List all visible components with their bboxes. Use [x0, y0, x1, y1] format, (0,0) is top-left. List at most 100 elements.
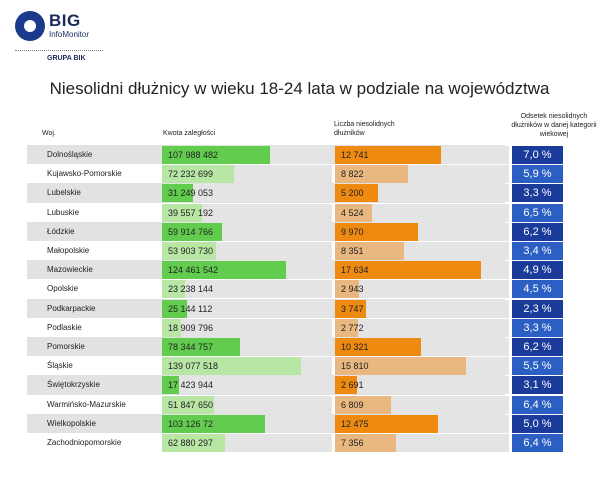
region-label: Pomorskie: [47, 342, 85, 351]
count-bar: [335, 376, 358, 395]
debt-value-label: 18 909 796: [168, 322, 214, 333]
debt-value-label: 62 880 297: [168, 438, 214, 448]
debt-bar: [162, 184, 194, 203]
logo-name: BIG: [49, 11, 81, 30]
region-label: Śląskie: [47, 361, 73, 371]
logo-subtitle: InfoMonitor: [49, 30, 90, 39]
debt-bar: [162, 222, 222, 241]
logo-divider: [15, 50, 103, 51]
count-value-label: 4 524: [341, 207, 364, 218]
debt-bar: [162, 299, 188, 318]
share-value-label: 6,5 %: [512, 203, 563, 222]
debt-value-label: 53 903 730: [168, 246, 214, 256]
debt-value-label: 31 249 053: [168, 188, 214, 199]
share-value-label: 6,4 %: [512, 395, 563, 414]
debt-value-label: 23 238 144: [168, 284, 214, 295]
count-bar-track: [335, 280, 509, 299]
region-label: Lubuskie: [47, 207, 80, 217]
share-value-label: 6,4 %: [512, 434, 563, 452]
header-region: Woj.: [42, 130, 56, 137]
header-count: Liczba niesolidnych dłużników: [334, 121, 395, 137]
region-label: Opolskie: [47, 284, 79, 294]
region-label: Lubelskie: [47, 188, 81, 198]
share-value-label: 2,3 %: [512, 299, 563, 318]
header-debt: Kwota zaległości: [163, 130, 216, 137]
debt-bar: [162, 242, 216, 260]
debt-bar-track: [162, 184, 332, 203]
brand-logo: BIG InfoMonitor GRUPA BIK: [15, 9, 105, 65]
count-bar: [335, 395, 392, 414]
debt-bar: [162, 376, 180, 395]
count-value-label: 12 475: [341, 418, 369, 429]
debt-bar: [162, 318, 181, 337]
region-label: Warmińsko-Mazurskie: [47, 399, 126, 409]
debt-value-label: 51 847 650: [168, 399, 214, 410]
region-label: Podkarpackie: [47, 303, 96, 313]
count-bar-track: [335, 184, 509, 203]
debt-value-label: 124 461 542: [168, 265, 219, 276]
debt-bar: [162, 434, 225, 452]
count-bar: [335, 414, 439, 433]
debt-bar: [162, 395, 214, 414]
count-bar: [335, 318, 358, 337]
count-bar: [335, 280, 360, 299]
debt-bar: [162, 146, 270, 164]
count-value-label: 7 356: [341, 438, 364, 448]
debt-bar: [162, 338, 241, 356]
count-value-label: 12 741: [341, 150, 369, 160]
debt-value-label: 17 423 944: [168, 380, 214, 391]
debt-bar: [162, 357, 302, 376]
logo-circle-icon: [15, 11, 45, 41]
share-value-label: 3,3 %: [512, 318, 563, 337]
debt-value-label: 59 914 766: [168, 226, 214, 237]
debt-bar-track: [162, 376, 332, 395]
region-label: Świętokrzyskie: [47, 380, 100, 390]
debt-value-label: 107 988 482: [168, 150, 219, 160]
logo-group: GRUPA BIK: [47, 55, 86, 62]
debt-bar: [162, 414, 266, 433]
region-label: Podlaskie: [47, 322, 82, 332]
count-value-label: 17 634: [341, 265, 369, 276]
share-value-label: 7,0 %: [512, 146, 563, 164]
share-value-label: 4,5 %: [512, 280, 563, 299]
share-value-label: 3,4 %: [512, 242, 563, 260]
region-label: Kujawsko-Pomorskie: [47, 169, 122, 179]
count-value-label: 8 351: [341, 246, 364, 256]
count-bar: [335, 434, 396, 452]
debt-bar: [162, 280, 186, 299]
debt-value-label: 25 144 112: [168, 303, 213, 314]
debt-bar-track: [162, 318, 332, 337]
count-value-label: 9 970: [341, 226, 364, 237]
count-bar-track: [335, 299, 509, 318]
count-bar: [335, 184, 379, 203]
count-bar: [335, 299, 367, 318]
share-value-label: 3,1 %: [512, 376, 563, 395]
region-label: Wielkopolskie: [47, 418, 96, 428]
count-bar-track: [335, 203, 509, 222]
region-label: Małopolskie: [47, 246, 90, 255]
count-bar: [335, 242, 405, 260]
debt-value-label: 139 077 518: [168, 361, 219, 372]
header-share: Odsetek niesolidnych dłużników w danej k…: [511, 113, 597, 138]
region-label: Zachodniopomorskie: [47, 438, 122, 447]
share-value-label: 5,5 %: [512, 357, 563, 376]
debt-bar-track: [162, 280, 332, 299]
count-value-label: 3 747: [341, 303, 364, 314]
debt-bar-track: [162, 299, 332, 318]
count-value-label: 2 691: [341, 380, 364, 391]
count-value-label: 6 809: [341, 399, 364, 410]
region-label: Dolnośląskie: [47, 150, 93, 159]
count-value-label: 8 822: [341, 169, 364, 180]
debt-value-label: 39 557 192: [168, 207, 214, 218]
count-bar: [335, 357, 466, 376]
debt-bar: [162, 203, 202, 222]
share-value-label: 4,9 %: [512, 261, 563, 280]
count-value-label: 2 772: [341, 322, 364, 333]
share-value-label: 6,2 %: [512, 222, 563, 241]
debt-value-label: 78 344 757: [168, 342, 214, 352]
count-bar-track: [335, 376, 509, 395]
count-value-label: 5 200: [341, 188, 364, 199]
share-value-label: 5,9 %: [512, 165, 563, 184]
debt-bar-track: [162, 203, 332, 222]
